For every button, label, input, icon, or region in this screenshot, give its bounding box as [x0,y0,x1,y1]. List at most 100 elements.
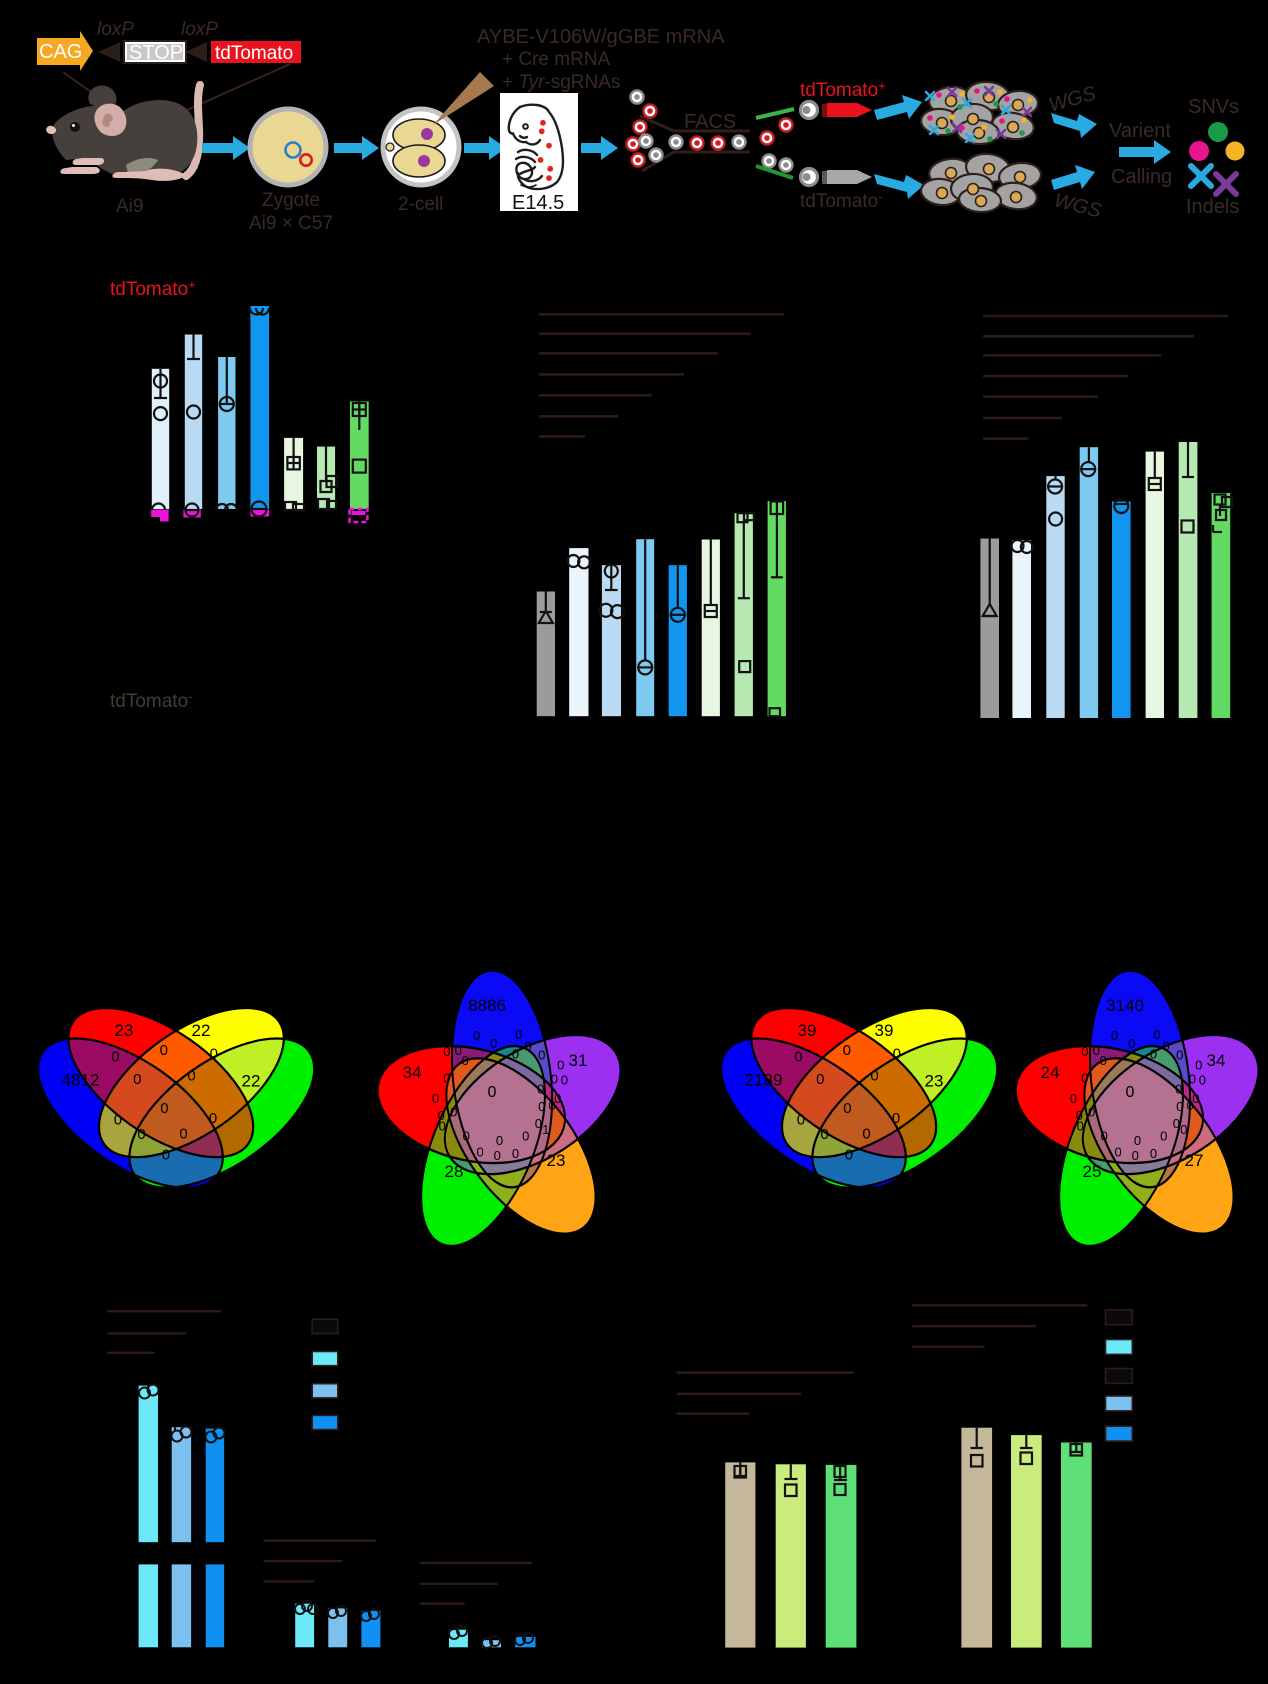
svg-text:0: 0 [538,1099,545,1114]
svg-text:0: 0 [496,1133,503,1148]
svg-text:0: 0 [1128,1036,1135,1051]
svg-text:0: 0 [160,1100,168,1117]
svg-text:3140: 3140 [1106,996,1144,1015]
svg-text:Varient: Varient [1109,120,1171,142]
svg-text:0: 0 [1189,1071,1196,1086]
svg-text:39: 39 [798,1021,817,1040]
svg-text:22: 22 [242,1072,261,1091]
svg-text:0: 0 [494,1148,501,1163]
svg-text:25: 25 [1083,1162,1102,1181]
svg-text:0: 0 [187,1067,195,1084]
svg-text:0: 0 [133,1071,141,1088]
svg-text:Ai9: Ai9 [116,196,143,217]
svg-text:0: 0 [892,1110,900,1127]
svg-text:0: 0 [455,1043,462,1058]
svg-text:0: 0 [1111,1028,1118,1043]
svg-text:CAG: CAG [39,41,82,63]
svg-text:23: 23 [115,1021,134,1040]
svg-text:0: 0 [179,1125,187,1142]
svg-text:loxP: loxP [97,19,134,40]
svg-text:0: 0 [512,1046,519,1061]
svg-text:23: 23 [547,1151,566,1170]
svg-text:0: 0 [1070,1091,1077,1106]
svg-text:0: 0 [1114,1145,1121,1160]
svg-text:0: 0 [1150,1146,1157,1161]
svg-text:0: 0 [1134,1133,1141,1148]
svg-text:22: 22 [192,1021,211,1040]
svg-text:0: 0 [1153,1027,1160,1042]
svg-text:Ai9 × C57: Ai9 × C57 [249,213,333,234]
svg-text:0: 0 [438,1108,445,1123]
svg-text:8886: 8886 [468,996,506,1015]
svg-text:0: 0 [1081,1070,1088,1085]
svg-text:0: 0 [462,1053,469,1068]
svg-text:0: 0 [862,1125,870,1142]
svg-text:0: 0 [137,1126,145,1143]
svg-text:0: 0 [522,1129,529,1144]
svg-text:0: 0 [554,1091,561,1106]
svg-text:+ Cre mRNA: + Cre mRNA [502,49,611,70]
svg-text:0: 0 [845,1146,853,1163]
svg-text:0: 0 [443,1070,450,1085]
svg-text:0: 0 [490,1036,497,1051]
svg-text:Indels: Indels [1186,196,1239,218]
svg-text:0: 0 [114,1112,122,1129]
svg-text:0: 0 [1088,1105,1095,1120]
svg-text:0: 0 [515,1027,522,1042]
svg-text:0: 0 [476,1145,483,1160]
svg-text:0: 0 [548,1098,555,1113]
svg-text:0: 0 [561,1072,568,1087]
svg-text:34: 34 [1207,1051,1226,1070]
svg-text:0: 0 [473,1028,480,1043]
svg-text:0: 0 [1173,1116,1180,1131]
svg-text:0: 0 [1132,1148,1139,1163]
svg-text:FACS: FACS [684,111,736,133]
svg-text:loxP: loxP [181,19,218,40]
svg-text:0: 0 [443,1044,450,1059]
svg-text:0: 0 [1150,1046,1157,1061]
svg-text:0: 0 [816,1071,824,1088]
svg-text:0: 0 [1101,1129,1108,1144]
svg-text:0: 0 [1160,1129,1167,1144]
svg-text:0: 0 [870,1067,878,1084]
svg-text:0: 0 [1192,1091,1199,1106]
svg-text:+ Tyr-sgRNAs: + Tyr-sgRNAs [502,72,620,93]
svg-text:tdTomato-: tdTomato- [800,189,883,212]
svg-text:0: 0 [488,1084,497,1101]
svg-text:0: 0 [512,1146,519,1161]
svg-text:2-cell: 2-cell [398,194,443,215]
svg-text:0: 0 [162,1146,170,1163]
svg-text:0: 0 [463,1129,470,1144]
svg-text:0: 0 [893,1045,901,1062]
svg-text:tdTomato+: tdTomato+ [110,277,196,300]
svg-text:0: 0 [843,1100,851,1117]
svg-text:E14.5: E14.5 [512,192,564,214]
svg-text:34: 34 [403,1063,422,1082]
svg-text:0: 0 [111,1048,119,1065]
svg-text:0: 0 [450,1105,457,1120]
svg-text:0: 0 [1195,1057,1202,1072]
svg-text:0: 0 [1186,1098,1193,1113]
svg-text:0: 0 [1081,1044,1088,1059]
svg-text:STOP: STOP [129,42,183,64]
svg-text:tdTomato+: tdTomato+ [800,78,886,101]
svg-text:0: 0 [557,1057,564,1072]
svg-text:0: 0 [1175,1082,1182,1097]
svg-text:0: 0 [551,1071,558,1086]
svg-text:39: 39 [875,1021,894,1040]
svg-text:31: 31 [569,1051,588,1070]
svg-text:2189: 2189 [745,1071,783,1090]
svg-text:28: 28 [445,1162,464,1181]
svg-text:0: 0 [1180,1122,1187,1137]
svg-text:0: 0 [794,1048,802,1065]
svg-text:0: 0 [210,1045,218,1062]
svg-text:AYBE-V106W/gGBE mRNA: AYBE-V106W/gGBE mRNA [477,26,725,48]
svg-text:0: 0 [1126,1084,1135,1101]
svg-text:0: 0 [439,1118,446,1133]
svg-text:0: 0 [537,1082,544,1097]
svg-text:0: 0 [160,1042,168,1059]
svg-text:tdTomato: tdTomato [215,43,293,64]
svg-text:0: 0 [1162,1038,1169,1053]
svg-text:0: 0 [1100,1053,1107,1068]
svg-text:4812: 4812 [62,1071,100,1090]
